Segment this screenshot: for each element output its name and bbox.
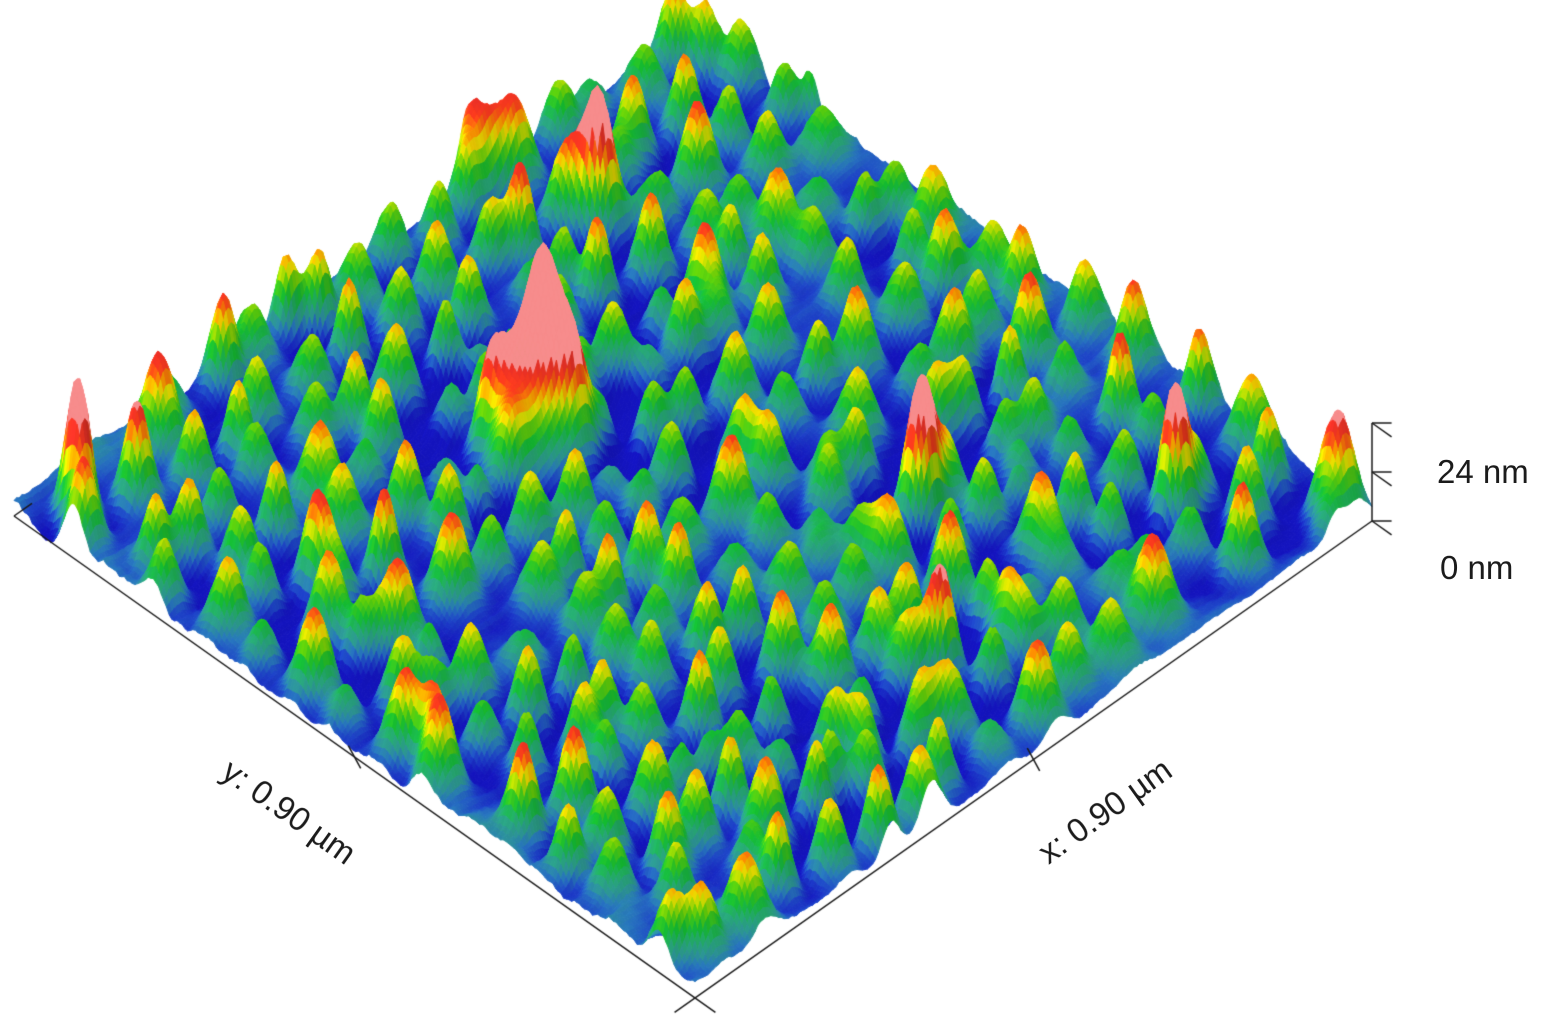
z-scale-max-label: 24 nm [1437, 453, 1529, 490]
z-scale-min-label: 0 nm [1440, 549, 1514, 586]
